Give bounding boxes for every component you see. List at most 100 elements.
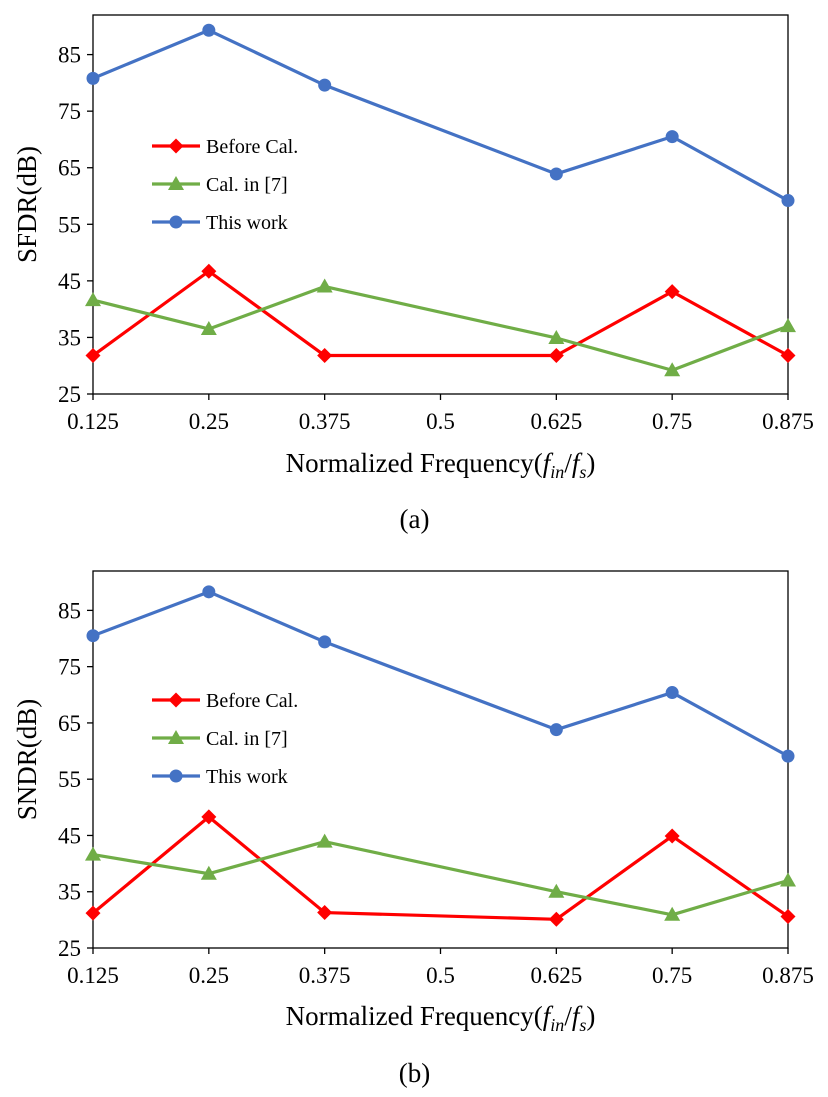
x-tick-label: 0.5 <box>426 963 455 988</box>
legend-label-cal-in-7: Cal. in [7] <box>206 728 288 750</box>
x-tick-label: 0.125 <box>67 963 119 988</box>
data-point-cal-in-7 <box>780 318 796 333</box>
legend-marker-cal-in-7 <box>168 176 184 190</box>
y-tick-label: 65 <box>58 711 81 736</box>
x-axis-label: Normalized Frequency(fin/fs) <box>286 448 596 482</box>
y-tick-label: 55 <box>58 212 81 237</box>
plot-frame <box>92 14 789 395</box>
data-point-this-work <box>665 130 679 144</box>
legend-marker-before-cal <box>168 692 184 708</box>
x-tick-label: 0.5 <box>426 409 455 434</box>
y-axis-label: SNDR(dB) <box>12 699 42 821</box>
sfdr-chart: 25 35 45 55 65 75 85 0.125 0.25 0.375 0.5 0.625 0.75… <box>12 14 814 534</box>
x-axis-label-sub-in: in <box>550 462 564 482</box>
x-axis-label-f: f <box>572 1001 583 1031</box>
x-axis-label-text: ) <box>586 1001 595 1031</box>
data-point-this-work <box>549 723 563 737</box>
data-point-this-work <box>549 167 563 181</box>
data-point-this-work <box>781 194 795 208</box>
legend-marker-cal-in-7 <box>168 730 184 744</box>
data-point-this-work <box>202 23 216 37</box>
x-axis-label: Normalized Frequency(fin/fs) <box>286 1001 596 1035</box>
data-point-cal-in-7 <box>548 883 565 898</box>
data-point-before-cal <box>85 905 101 921</box>
data-point-cal-in-7 <box>85 846 101 861</box>
data-point-this-work <box>665 686 679 700</box>
y-tick-label: 45 <box>58 269 81 294</box>
x-tick-label: 0.625 <box>530 963 582 988</box>
data-point-before-cal <box>780 908 796 924</box>
x-axis-label-f: f <box>543 1001 554 1031</box>
data-point-this-work <box>202 585 216 599</box>
x-axis-label-text: ) <box>586 448 595 478</box>
data-point-this-work <box>781 749 795 763</box>
series-line-cal-in-7 <box>92 284 789 372</box>
data-point-before-cal <box>317 905 333 921</box>
x-axis-label-f: f <box>543 448 554 478</box>
sndr-chart: 25 35 45 55 65 75 85 0.125 0.25 0.375 0.5 0.625 0.75… <box>12 570 814 1088</box>
figure-caption: (a) <box>400 504 430 534</box>
x-axis-label-sub-s: s <box>579 462 586 482</box>
data-point-before-cal <box>664 284 680 300</box>
series-line-this-work <box>92 590 789 758</box>
series-line-this-work <box>92 28 789 202</box>
x-axis-label-text: Normalized Frequency( <box>286 1001 543 1031</box>
data-point-this-work <box>86 71 100 85</box>
x-tick-label: 0.75 <box>652 963 692 988</box>
x-tick-label: 0.75 <box>652 409 692 434</box>
data-point-cal-in-7 <box>548 329 565 344</box>
x-axis-label-slash: / <box>564 448 572 478</box>
x-tick-label: 0.375 <box>299 963 351 988</box>
data-point-cal-in-7 <box>664 906 681 921</box>
data-point-cal-in-7 <box>664 362 681 377</box>
x-axis-label-slash: / <box>564 1001 572 1031</box>
legend-label-cal-in-7: Cal. in [7] <box>206 174 288 196</box>
plot-frame <box>92 570 789 949</box>
x-tick-label: 0.625 <box>530 409 582 434</box>
y-tick-label: 45 <box>58 823 81 848</box>
data-point-cal-in-7 <box>316 833 333 848</box>
data-point-cal-in-7 <box>316 278 333 293</box>
y-tick-label: 35 <box>58 325 81 350</box>
data-point-before-cal <box>85 348 101 364</box>
legend-marker-this-work <box>169 769 183 783</box>
x-tick-label: 0.25 <box>189 409 229 434</box>
data-point-this-work <box>318 635 332 649</box>
y-tick-label: 85 <box>58 598 81 623</box>
y-tick-label: 85 <box>58 43 81 68</box>
x-axis-label-f: f <box>572 448 583 478</box>
y-tick-label: 25 <box>58 382 81 407</box>
x-axis-label-sub-s: s <box>579 1015 586 1035</box>
data-point-before-cal <box>201 809 217 825</box>
x-tick-label: 0.25 <box>189 963 229 988</box>
x-axis-label-text: Normalized Frequency( <box>286 448 543 478</box>
y-tick-label: 65 <box>58 156 81 181</box>
data-point-before-cal <box>664 828 680 844</box>
data-point-before-cal <box>780 348 796 364</box>
x-axis-label-sub-in: in <box>550 1015 564 1035</box>
data-point-cal-in-7 <box>85 292 101 307</box>
data-point-cal-in-7 <box>200 865 217 880</box>
data-point-this-work <box>318 78 332 92</box>
data-point-cal-in-7 <box>200 320 217 335</box>
series-line-before-cal <box>91 815 789 921</box>
legend-marker-this-work <box>169 215 183 229</box>
y-tick-label: 75 <box>58 99 81 124</box>
data-point-cal-in-7 <box>780 872 796 887</box>
data-point-before-cal <box>317 348 333 364</box>
figure-caption: (b) <box>399 1058 430 1088</box>
data-point-before-cal <box>201 263 217 279</box>
legend-label-before-cal: Before Cal. <box>206 690 298 712</box>
legend-marker-before-cal <box>168 138 184 154</box>
data-point-before-cal <box>548 348 564 364</box>
legend-label-this-work: This work <box>206 212 288 234</box>
legend-label-before-cal: Before Cal. <box>206 136 298 158</box>
data-point-before-cal <box>548 911 564 927</box>
series-line-cal-in-7 <box>92 840 789 917</box>
x-tick-label: 0.875 <box>762 409 814 434</box>
x-tick-label: 0.875 <box>762 963 814 988</box>
y-tick-label: 55 <box>58 767 81 792</box>
legend-label-this-work: This work <box>206 766 288 788</box>
x-tick-label: 0.125 <box>67 409 119 434</box>
